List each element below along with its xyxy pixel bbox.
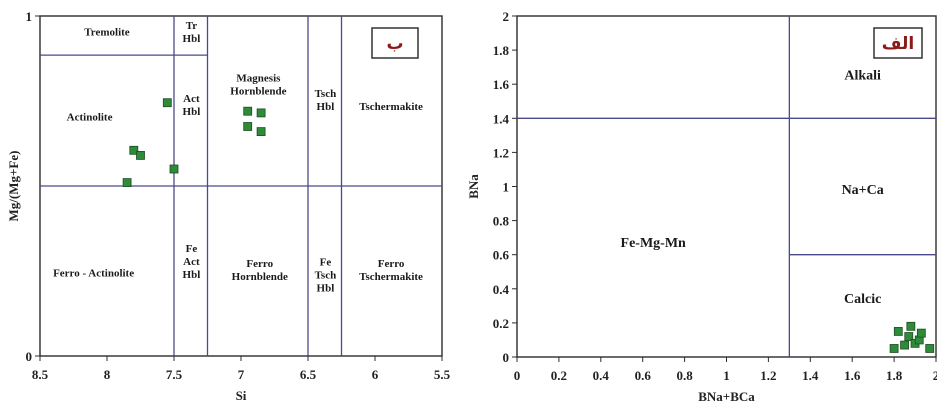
data-point [169,164,179,174]
y-tick-label: 2 [503,9,510,24]
y-axis-label: BNa [466,174,481,199]
x-tick-label: 1.6 [844,368,861,383]
x-tick-label: 8.5 [32,367,49,382]
field-label: Tsch [315,269,337,281]
x-tick-label: 8 [104,367,111,382]
data-point [889,344,899,353]
panel-label-box [873,27,923,59]
x-axis-label: BNa+BCa [698,389,755,404]
field-label: Na+Ca [842,183,884,198]
y-tick-label: 0.6 [493,248,510,263]
y-tick-label: 0.2 [493,316,509,331]
chart-panel-si-vs-mg: 8.5 8 7.5 7 6.5 6 5.5 0 1 Si Mg/(Mg+Fe) Tremolite Tr… [6,9,451,403]
data-point [893,327,903,336]
x-tick-label: 1.2 [760,368,776,383]
y-tick-label: 1.2 [493,145,509,160]
panel-label: الف [882,34,914,54]
field-label: Ferro - Actinolite [53,268,134,280]
field-label: Tsch [315,88,337,100]
x-tick-label: 1 [723,368,730,383]
x-tick-label: 1.4 [802,368,819,383]
x-tick-label: 0.4 [593,368,610,383]
data-point [162,98,172,108]
y-tick-label: 1 [503,180,510,195]
data-point [906,321,916,331]
data-point [904,332,914,341]
data-point [256,108,266,118]
data-point [925,344,935,353]
data-point [916,328,926,338]
data-point [129,145,139,155]
field-label: Fe [186,243,198,255]
y-tick-label: 0.4 [493,282,510,297]
y-tick-label: 1 [26,9,33,24]
y-tick-label: 1.8 [493,43,510,58]
y-tick-label: 0 [26,349,33,364]
field-label: Actinolite [67,111,113,123]
field-label: Act [183,256,200,268]
y-tick-label: 0 [503,350,510,365]
x-tick-label: 0.6 [635,368,652,383]
field-label: Ferro [378,258,405,270]
data-point [136,150,145,160]
field-label: Alkali [844,69,881,84]
field-label: Hbl [317,101,335,113]
x-tick-label: 0 [514,368,521,383]
x-tick-label: 7.5 [166,367,183,382]
field-label: Tr [186,20,198,32]
x-tick-label: 0.8 [676,368,693,383]
data-point [900,340,909,350]
data-point [122,178,132,188]
data-point [256,127,266,136]
x-tick-label: 5.5 [434,367,451,382]
field-label: Hbl [183,106,201,118]
data-point [243,122,253,131]
x-tick-label: 0.2 [551,368,567,383]
field-label: Tschermakite [359,271,423,283]
field-label: Hbl [183,269,201,281]
y-tick-label: 0.8 [493,214,510,229]
field-label: Magnesis [236,73,281,85]
x-tick-label: 6 [372,367,379,382]
field-label: Tremolite [84,26,130,38]
x-tick-label: 7 [238,367,245,382]
data-point [243,106,253,116]
field-label: Fe [320,256,332,268]
field-label: Fe-Mg-Mn [621,236,687,251]
x-tick-label: 6.5 [300,367,317,382]
y-tick-label: 1.4 [493,111,510,126]
field-label: Act [183,93,200,105]
field-label: Hbl [183,33,201,45]
x-tick-label: 2 [933,368,937,383]
chart-panel-bna-vs-bnabca: 0 0.2 0.4 0.6 0.8 1 1.2 1.4 1.6 1.8 2 0 0.2 0.4 0.6 0.8… [466,9,937,404]
field-label: Tschermakite [359,101,423,113]
field-label: Hbl [317,282,335,294]
field-label: Hornblende [230,86,286,98]
panel-label: ب [386,34,403,54]
panel-label-box [371,27,419,59]
x-tick-label: 1.8 [886,368,903,383]
y-tick-label: 1.6 [493,77,510,92]
field-label: Ferro [246,258,273,270]
field-label: Calcic [844,292,881,307]
field-label: Hornblende [232,271,288,283]
x-axis-label: Si [236,388,247,403]
y-axis-label: Mg/(Mg+Fe) [6,151,21,222]
